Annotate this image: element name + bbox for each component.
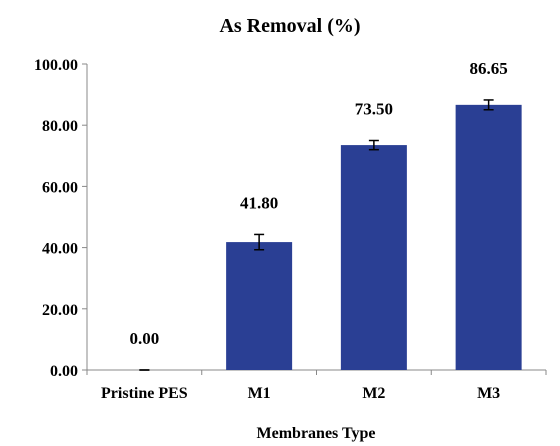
- y-tick-label: 0.00: [50, 363, 78, 380]
- data-label: 86.65: [470, 59, 508, 78]
- error-bars: [139, 99, 494, 371]
- x-tick-label: M1: [248, 385, 271, 402]
- data-label: 73.50: [355, 100, 393, 119]
- error-bar: [254, 233, 265, 251]
- error-bar: [483, 99, 494, 111]
- bar: [340, 145, 407, 370]
- y-tick-label: 20.00: [42, 302, 78, 319]
- y-tick-label: 40.00: [42, 241, 78, 258]
- chart-title: As Removal (%): [219, 15, 360, 37]
- x-tick-label: Pristine PES: [101, 385, 188, 402]
- error-bar: [368, 139, 379, 151]
- y-tick-label: 100.00: [34, 57, 78, 74]
- bar: [226, 242, 293, 370]
- y-tick-label: 80.00: [42, 118, 78, 135]
- bars: [226, 104, 522, 370]
- data-label: 41.80: [240, 193, 278, 212]
- bar: [455, 104, 522, 370]
- y-tick-label: 60.00: [42, 179, 78, 196]
- y-ticks: 0.00 20.00 40.00 60.00 80.00 100.00: [34, 57, 87, 380]
- data-labels: 0.00 41.80 73.50 86.65: [130, 59, 508, 348]
- x-ticks: Pristine PES M1 M2 M3: [86, 370, 547, 402]
- x-tick-label: M2: [362, 385, 385, 402]
- data-label: 0.00: [130, 329, 160, 348]
- x-tick-label: M3: [477, 385, 500, 402]
- x-axis-label: Membranes Type: [257, 425, 376, 442]
